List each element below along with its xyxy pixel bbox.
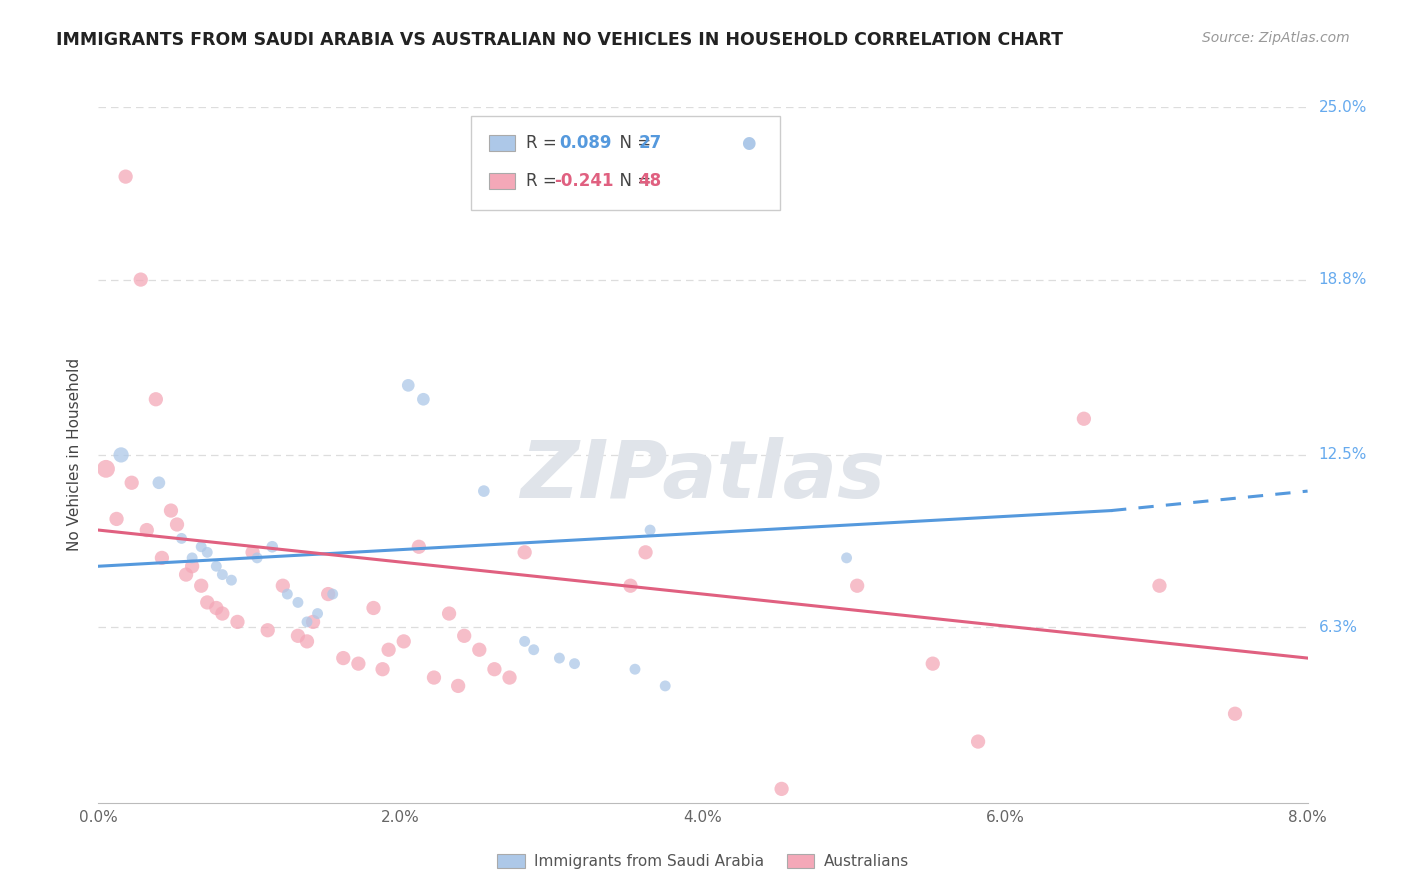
Point: [114, 169, 136, 184]
Point: [1223, 706, 1246, 721]
Point: [190, 540, 212, 554]
Y-axis label: No Vehicles in Household: No Vehicles in Household: [67, 359, 83, 551]
Point: [363, 601, 385, 615]
Point: [170, 532, 193, 546]
Point: [287, 595, 309, 609]
Point: [221, 573, 243, 587]
Text: R =: R =: [526, 134, 567, 152]
Text: Source: ZipAtlas.com: Source: ZipAtlas.com: [1202, 31, 1350, 45]
Point: [564, 657, 586, 671]
Point: [181, 559, 204, 574]
Point: [211, 607, 233, 621]
Point: [166, 517, 188, 532]
Point: [145, 392, 167, 407]
Point: [105, 512, 128, 526]
Point: [624, 662, 647, 676]
Point: [332, 651, 354, 665]
Text: 12.5%: 12.5%: [1319, 448, 1367, 462]
Point: [437, 607, 460, 621]
Point: [276, 587, 298, 601]
Point: [548, 651, 571, 665]
Point: [1073, 411, 1095, 425]
Point: [513, 634, 536, 648]
Point: [295, 615, 318, 629]
Point: [619, 579, 641, 593]
Point: [453, 629, 475, 643]
Point: [412, 392, 434, 407]
Point: [211, 567, 233, 582]
Point: [498, 671, 520, 685]
Point: [295, 634, 318, 648]
Point: [347, 657, 370, 671]
Point: [129, 272, 152, 286]
Point: [835, 550, 858, 565]
Text: IMMIGRANTS FROM SAUDI ARABIA VS AUSTRALIAN NO VEHICLES IN HOUSEHOLD CORRELATION : IMMIGRANTS FROM SAUDI ARABIA VS AUSTRALI…: [56, 31, 1063, 49]
Point: [262, 540, 284, 554]
Point: [205, 601, 228, 615]
Point: [654, 679, 676, 693]
Point: [246, 550, 269, 565]
Point: [195, 595, 218, 609]
Point: [148, 475, 170, 490]
Point: [271, 579, 294, 593]
Point: [377, 642, 399, 657]
Point: [322, 587, 344, 601]
Point: [447, 679, 470, 693]
Legend: Immigrants from Saudi Arabia, Australians: Immigrants from Saudi Arabia, Australian…: [491, 848, 915, 875]
Point: [396, 378, 419, 392]
Text: ●: ●: [741, 134, 755, 152]
Point: [226, 615, 249, 629]
Text: 18.8%: 18.8%: [1319, 272, 1367, 287]
Point: [121, 475, 143, 490]
Point: [242, 545, 264, 559]
Text: N =: N =: [609, 134, 657, 152]
Point: [190, 579, 212, 593]
Point: [287, 629, 309, 643]
Point: [307, 607, 329, 621]
Text: 48: 48: [638, 172, 661, 190]
Point: [302, 615, 325, 629]
Point: [846, 579, 869, 593]
Text: R =: R =: [526, 172, 562, 190]
Text: N =: N =: [609, 172, 657, 190]
Point: [921, 657, 943, 671]
Point: [181, 550, 204, 565]
Point: [408, 540, 430, 554]
Point: [150, 550, 173, 565]
Point: [468, 642, 491, 657]
Text: -0.241: -0.241: [554, 172, 613, 190]
Point: [371, 662, 394, 676]
Point: [195, 545, 218, 559]
Point: [94, 462, 117, 476]
Point: [770, 781, 793, 796]
Text: 0.089: 0.089: [560, 134, 612, 152]
Point: [135, 523, 157, 537]
Point: [523, 642, 546, 657]
Point: [484, 662, 506, 676]
Point: [256, 624, 278, 638]
Point: [205, 559, 228, 574]
Point: [174, 567, 197, 582]
Text: 25.0%: 25.0%: [1319, 100, 1367, 114]
Point: [160, 503, 183, 517]
Point: [392, 634, 415, 648]
Text: 6.3%: 6.3%: [1319, 620, 1358, 635]
Point: [634, 545, 657, 559]
Point: [110, 448, 132, 462]
Point: [423, 671, 446, 685]
Point: [316, 587, 339, 601]
Text: 27: 27: [638, 134, 662, 152]
Point: [967, 734, 990, 748]
Point: [1149, 579, 1171, 593]
Text: ZIPatlas: ZIPatlas: [520, 437, 886, 515]
Point: [513, 545, 536, 559]
Point: [638, 523, 661, 537]
Point: [472, 484, 495, 499]
